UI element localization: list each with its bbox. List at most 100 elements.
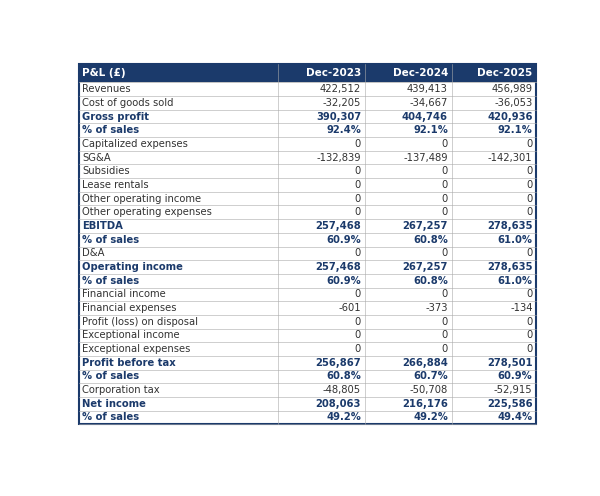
Text: Dec-2023: Dec-2023 bbox=[306, 68, 361, 78]
Bar bbox=[79, 205, 536, 219]
Text: 60.8%: 60.8% bbox=[413, 276, 448, 286]
Text: 0: 0 bbox=[442, 330, 448, 340]
Text: 0: 0 bbox=[442, 180, 448, 190]
Text: Dec-2025: Dec-2025 bbox=[478, 68, 533, 78]
Text: 0: 0 bbox=[526, 180, 533, 190]
Text: 0: 0 bbox=[355, 139, 361, 149]
Text: 0: 0 bbox=[526, 344, 533, 354]
Text: -601: -601 bbox=[338, 303, 361, 313]
Text: SG&A: SG&A bbox=[82, 153, 111, 163]
Text: 0: 0 bbox=[526, 289, 533, 300]
Text: Capitalized expenses: Capitalized expenses bbox=[82, 139, 188, 149]
Text: 256,867: 256,867 bbox=[316, 358, 361, 368]
Bar bbox=[79, 301, 536, 315]
Bar bbox=[79, 383, 536, 397]
Bar bbox=[79, 260, 536, 274]
Text: Subsidies: Subsidies bbox=[82, 166, 130, 176]
Text: % of sales: % of sales bbox=[82, 125, 140, 135]
Text: 0: 0 bbox=[355, 344, 361, 354]
Text: 267,257: 267,257 bbox=[403, 221, 448, 231]
Bar bbox=[79, 411, 536, 424]
Bar bbox=[79, 370, 536, 383]
Text: Corporation tax: Corporation tax bbox=[82, 385, 160, 395]
Text: -142,301: -142,301 bbox=[488, 153, 533, 163]
Text: Net income: Net income bbox=[82, 399, 146, 409]
Text: 0: 0 bbox=[526, 207, 533, 217]
Text: P&L (£): P&L (£) bbox=[82, 68, 126, 78]
Text: 61.0%: 61.0% bbox=[497, 235, 533, 245]
Text: 0: 0 bbox=[355, 317, 361, 327]
Text: 216,176: 216,176 bbox=[402, 399, 448, 409]
Text: 257,468: 257,468 bbox=[315, 262, 361, 272]
Text: Profit before tax: Profit before tax bbox=[82, 358, 176, 368]
Text: -50,708: -50,708 bbox=[410, 385, 448, 395]
Text: 225,586: 225,586 bbox=[487, 399, 533, 409]
Text: 49.4%: 49.4% bbox=[497, 412, 533, 423]
Text: Financial income: Financial income bbox=[82, 289, 166, 300]
Text: 0: 0 bbox=[526, 166, 533, 176]
Bar bbox=[79, 137, 536, 151]
Text: Profit (loss) on disposal: Profit (loss) on disposal bbox=[82, 317, 199, 327]
Text: Exceptional expenses: Exceptional expenses bbox=[82, 344, 191, 354]
Text: Other operating expenses: Other operating expenses bbox=[82, 207, 212, 217]
Text: 60.9%: 60.9% bbox=[326, 276, 361, 286]
Text: % of sales: % of sales bbox=[82, 235, 140, 245]
Text: 60.9%: 60.9% bbox=[498, 372, 533, 381]
Text: 0: 0 bbox=[355, 166, 361, 176]
Bar bbox=[79, 82, 536, 96]
Text: % of sales: % of sales bbox=[82, 412, 140, 423]
Text: -36,053: -36,053 bbox=[494, 98, 533, 108]
Bar bbox=[79, 328, 536, 342]
Text: Dec-2024: Dec-2024 bbox=[392, 68, 448, 78]
Text: Cost of goods sold: Cost of goods sold bbox=[82, 98, 174, 108]
Text: 60.7%: 60.7% bbox=[413, 372, 448, 381]
Text: 0: 0 bbox=[442, 193, 448, 204]
Text: 0: 0 bbox=[526, 139, 533, 149]
Text: % of sales: % of sales bbox=[82, 276, 140, 286]
Text: -32,205: -32,205 bbox=[323, 98, 361, 108]
Bar bbox=[79, 233, 536, 247]
Text: EBITDA: EBITDA bbox=[82, 221, 124, 231]
Text: % of sales: % of sales bbox=[82, 372, 140, 381]
Text: 422,512: 422,512 bbox=[320, 84, 361, 94]
Text: 0: 0 bbox=[355, 193, 361, 204]
Text: Exceptional income: Exceptional income bbox=[82, 330, 180, 340]
Bar bbox=[79, 356, 536, 370]
Text: 92.1%: 92.1% bbox=[497, 125, 533, 135]
Text: 60.9%: 60.9% bbox=[326, 235, 361, 245]
Text: 278,635: 278,635 bbox=[487, 221, 533, 231]
Bar bbox=[79, 64, 536, 82]
Text: 61.0%: 61.0% bbox=[497, 276, 533, 286]
Bar bbox=[79, 274, 536, 288]
Text: 0: 0 bbox=[442, 166, 448, 176]
Text: 0: 0 bbox=[355, 330, 361, 340]
Text: 266,884: 266,884 bbox=[402, 358, 448, 368]
Text: 0: 0 bbox=[355, 289, 361, 300]
Bar bbox=[79, 397, 536, 411]
Text: 208,063: 208,063 bbox=[316, 399, 361, 409]
Text: -132,839: -132,839 bbox=[316, 153, 361, 163]
Text: 267,257: 267,257 bbox=[403, 262, 448, 272]
Text: 0: 0 bbox=[442, 248, 448, 258]
Text: 92.4%: 92.4% bbox=[326, 125, 361, 135]
Text: 0: 0 bbox=[442, 344, 448, 354]
Bar bbox=[79, 96, 536, 110]
Text: Lease rentals: Lease rentals bbox=[82, 180, 149, 190]
Text: 0: 0 bbox=[526, 193, 533, 204]
Text: Revenues: Revenues bbox=[82, 84, 131, 94]
Text: 0: 0 bbox=[442, 289, 448, 300]
Bar bbox=[79, 247, 536, 260]
Text: 0: 0 bbox=[355, 180, 361, 190]
Text: 404,746: 404,746 bbox=[402, 112, 448, 122]
Text: 0: 0 bbox=[442, 207, 448, 217]
Text: Operating income: Operating income bbox=[82, 262, 184, 272]
Text: 0: 0 bbox=[526, 248, 533, 258]
Bar bbox=[79, 315, 536, 328]
Bar bbox=[79, 165, 536, 178]
Text: 49.2%: 49.2% bbox=[326, 412, 361, 423]
Bar bbox=[79, 178, 536, 192]
Text: Other operating income: Other operating income bbox=[82, 193, 202, 204]
Text: 60.8%: 60.8% bbox=[413, 235, 448, 245]
Text: -34,667: -34,667 bbox=[410, 98, 448, 108]
Text: 0: 0 bbox=[442, 139, 448, 149]
